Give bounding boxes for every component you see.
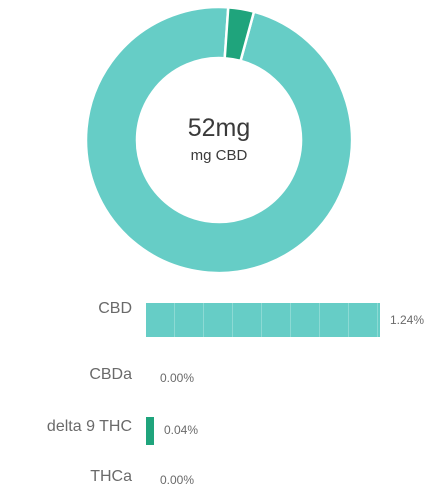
donut-slice-delta-9-thc <box>223 5 256 63</box>
bar-value-cbda: 0.00% <box>160 371 195 385</box>
bar-label-delta-9-thc: delta 9 THC <box>46 418 132 435</box>
bar-value-delta-9-thc: 0.04% <box>164 423 199 437</box>
bar-label-cbda: CBDa <box>89 366 132 383</box>
donut-svg: 52mg mg CBD <box>84 5 354 275</box>
bar-row-cbda: CBDa 0.00% <box>0 361 438 391</box>
bar-row-cbd: CBD 1.24% <box>0 295 438 337</box>
bar-delta-9-thc <box>146 417 154 445</box>
bar-row-delta-9-thc: delta 9 THC 0.04% <box>0 413 438 445</box>
bar-value-cbd: 1.24% <box>390 313 425 327</box>
donut-slices <box>84 5 354 275</box>
donut-center-value: 52mg <box>188 114 251 142</box>
bar-label-thca: THCa <box>90 468 132 485</box>
bar-cbd <box>146 303 380 337</box>
bar-row-thca: THCa 0.00% <box>0 463 438 493</box>
bar-value-thca: 0.00% <box>160 473 195 487</box>
donut-chart: 52mg mg CBD <box>84 5 354 275</box>
bar-label-cbd: CBD <box>98 300 132 317</box>
donut-center-label: mg CBD <box>191 147 248 164</box>
donut-slice-cbd <box>84 5 354 275</box>
